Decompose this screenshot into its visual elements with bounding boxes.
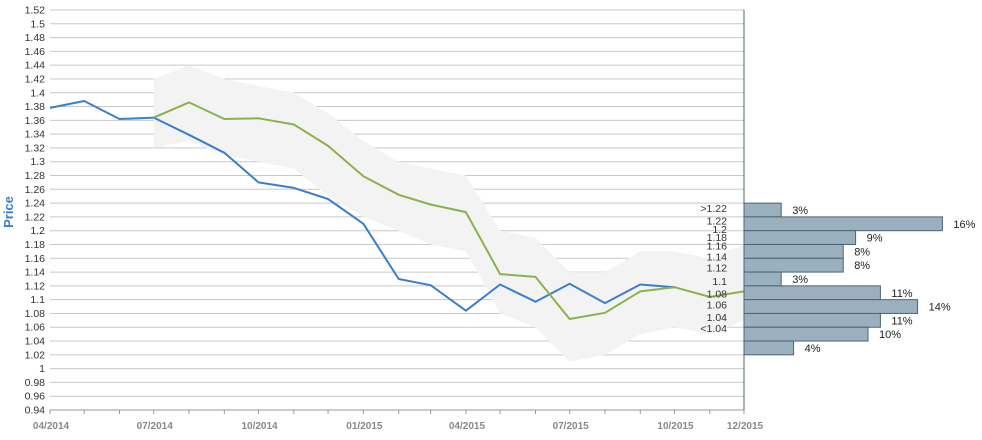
y-tick-label: 1.22 [25, 211, 46, 223]
y-tick-label: 1.52 [25, 5, 46, 17]
distribution-bar-label: 11% [891, 315, 912, 327]
distribution-category-label: 1.06 [707, 300, 728, 312]
x-tick-label: 04/2014 [33, 421, 70, 432]
y-tick-label: 1.42 [25, 73, 46, 85]
x-tick-label: 07/2015 [553, 421, 590, 432]
y-tick-label: 0.96 [25, 391, 46, 403]
y-tick-label: 1.1 [30, 294, 45, 306]
y-tick-label: 1.2 [30, 225, 45, 237]
y-tick-label: 1.4 [30, 87, 45, 99]
series-lines [49, 100, 779, 320]
y-tick-label: 1.34 [25, 129, 46, 141]
y-tick-label: 1.46 [25, 46, 46, 58]
distribution-bar-label: 8% [854, 246, 870, 258]
distribution-category-label: 1.1 [712, 276, 727, 288]
distribution-bar-label: 4% [805, 343, 821, 355]
x-tick-label: 01/2015 [346, 421, 383, 432]
y-tick-label: 1.48 [25, 32, 46, 44]
distribution-bar-label: 3% [792, 274, 808, 286]
distribution-category-label: 1.22 [707, 216, 728, 228]
distribution-bar-label: 14% [929, 302, 951, 314]
y-tick-label: 1.44 [25, 60, 46, 72]
distribution-category-label: 1.18 [707, 232, 728, 244]
distribution-category-label: 1.08 [707, 289, 728, 301]
x-tick-label: 12/2015 [727, 421, 764, 432]
distribution-bar-label: 10% [879, 329, 901, 341]
y-tick-label: 0.98 [25, 377, 46, 389]
distribution-bar [743, 285, 881, 301]
distribution-category-label: 1.14 [707, 251, 728, 263]
y-tick-label: 0.94 [25, 405, 46, 417]
y-tick-label: 1.26 [25, 184, 46, 196]
distribution-bar-label: 16% [953, 219, 975, 231]
distribution-category-label: >1.22 [700, 203, 727, 215]
axes: 0.940.960.9811.021.041.061.081.11.121.14… [25, 5, 764, 433]
distribution-bar [743, 340, 795, 356]
x-tick-label: 07/2014 [137, 421, 174, 432]
distribution-bar [743, 326, 869, 342]
distribution-bars: 3%16%9%8%8%3%11%14%11%10%4%>1.221.221.21… [700, 202, 976, 356]
distribution-bar-label: 8% [854, 260, 870, 272]
y-tick-label: 1.28 [25, 170, 46, 182]
y-tick-label: 1.36 [25, 115, 46, 127]
series-line-forecast [153, 101, 779, 320]
distribution-bar [743, 216, 943, 232]
distribution-bar [743, 202, 782, 218]
distribution-bar [743, 257, 844, 273]
distribution-bar [743, 243, 844, 259]
y-tick-label: 1.14 [25, 267, 46, 279]
y-tick-label: 1.32 [25, 142, 46, 154]
y-tick-label: 1.16 [25, 253, 46, 265]
distribution-category-label: 1.12 [707, 262, 728, 274]
x-tick-label: 10/2014 [241, 421, 278, 432]
y-tick-label: 1.38 [25, 101, 46, 113]
distribution-category-label: 1.04 [707, 312, 728, 324]
distribution-bar-label: 3% [792, 205, 808, 217]
y-tick-label: 1.06 [25, 322, 46, 334]
y-tick-label: 1.3 [30, 156, 45, 168]
y-tick-label: 1.08 [25, 308, 46, 320]
confidence-band [153, 65, 744, 362]
y-tick-label: 1.12 [25, 280, 46, 292]
distribution-category-label: 1.16 [707, 240, 728, 252]
y-tick-label: 1 [39, 363, 45, 375]
distribution-category-label: <1.04 [700, 323, 727, 335]
y-axis-title: Price [1, 196, 16, 228]
forecast-band [153, 65, 744, 362]
distribution-category-label: 1.2 [712, 224, 727, 236]
y-tick-label: 1.18 [25, 239, 46, 251]
y-tick-label: 1.04 [25, 336, 46, 348]
distribution-bar-label: 9% [867, 233, 883, 245]
distribution-bar-label: 11% [891, 288, 912, 300]
y-tick-label: 1.24 [25, 198, 46, 210]
y-tick-label: 1.5 [30, 18, 45, 30]
distribution-bar [743, 312, 881, 328]
x-tick-label: 04/2015 [449, 421, 486, 432]
distribution-bar [743, 230, 857, 245]
distribution-bar [743, 271, 782, 287]
y-tick-label: 1.02 [25, 349, 46, 361]
distribution-bar [743, 299, 919, 314]
x-tick-label: 10/2015 [657, 421, 694, 432]
